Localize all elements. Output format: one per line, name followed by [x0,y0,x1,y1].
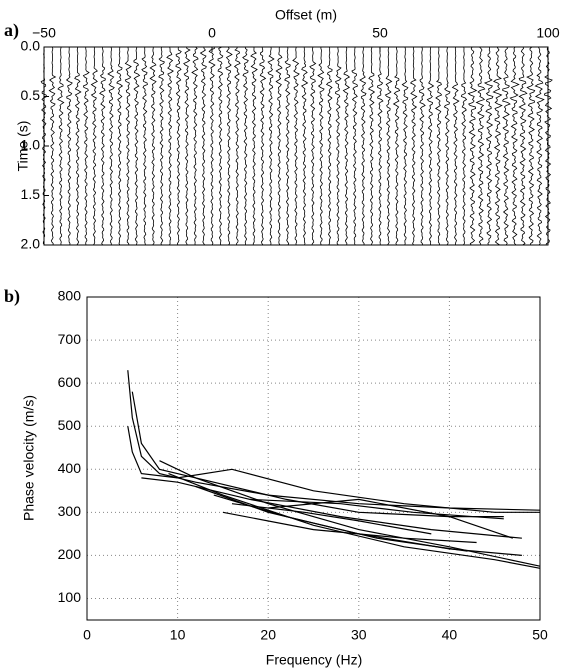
plot-frame [86,296,541,621]
trace [65,47,73,246]
x-tick-label: 100 [536,25,560,41]
trace [384,47,393,246]
trace [158,46,165,246]
y-tick-label: 0.0 [21,38,41,54]
trace [526,46,536,246]
trace [284,46,291,246]
trace [141,46,148,246]
x-axis-title: Offset (m) [275,7,337,23]
y-axis-title: Phase velocity (m/s) [21,395,37,521]
trace [367,46,376,246]
trace [133,46,141,246]
dispersion-curve [268,498,513,539]
dispersion-curve [127,370,541,511]
dispersion-curve [127,426,540,513]
trace [451,46,460,246]
x-tick-label: 50 [372,25,388,41]
y-tick-label: 500 [58,417,82,433]
trace [325,46,333,246]
trace [208,46,216,246]
trace [475,46,486,246]
trace [225,46,233,246]
trace [57,46,65,246]
x-axis-title: Frequency (Hz) [266,652,362,668]
y-tick-label: 1.5 [21,186,41,202]
trace [518,46,528,246]
dispersion-curve [250,498,504,520]
y-tick-label: 2.0 [21,236,41,252]
trace [267,46,275,246]
trace [409,46,418,246]
trace [166,46,174,246]
x-tick-label: −50 [32,25,56,41]
dispersion-curve [222,511,477,544]
trace [300,46,309,246]
trace [534,46,545,246]
dispersion-curve [141,477,522,539]
y-tick-label: 100 [58,589,82,605]
trace [335,47,342,246]
trace [392,46,401,246]
trace [217,46,224,246]
trace [377,46,384,246]
y-tick-label: 700 [58,331,82,347]
panel-label: b) [4,286,20,307]
trace [199,46,207,246]
trace [191,46,199,246]
trace [342,46,351,246]
trace [149,46,157,246]
x-tick-label: 20 [260,627,276,643]
trace [90,46,98,246]
dispersion-curve [131,391,504,518]
panel-label: a) [4,20,19,41]
trace [292,46,300,245]
y-axis-title: Time (s) [15,121,31,172]
trace [242,46,249,245]
x-tick-label: 0 [83,627,91,643]
y-tick-label: 0.5 [21,87,41,103]
y-tick-label: 200 [58,546,82,562]
trace [74,46,82,246]
trace [492,46,503,246]
y-tick-label: 800 [58,288,82,304]
trace [183,46,191,246]
trace [460,46,468,246]
trace [483,47,494,246]
trace [419,46,426,246]
trace [509,46,520,246]
trace [250,47,258,246]
trace [443,46,451,246]
trace [107,46,115,245]
trace [317,47,325,246]
trace [434,47,443,246]
trace [99,46,106,246]
trace [502,46,511,246]
x-tick-label: 50 [532,627,548,643]
trace [82,46,90,246]
y-tick-label: 300 [58,503,82,519]
trace [175,46,182,246]
trace [275,46,283,246]
trace [309,46,317,246]
trace [233,46,241,246]
x-tick-label: 30 [351,627,367,643]
trace [48,46,57,246]
trace [426,46,435,245]
trace [124,46,132,246]
x-tick-label: 40 [442,627,458,643]
trace [116,46,124,246]
y-tick-label: 1.0 [21,137,41,153]
trace [359,46,367,246]
trace [351,46,359,246]
trace [401,46,409,246]
trace [259,46,267,246]
y-tick-label: 600 [58,374,82,390]
dispersion-curve [168,473,541,569]
y-tick-label: 400 [58,460,82,476]
x-tick-label: 10 [170,627,186,643]
trace [467,46,478,246]
x-tick-label: 0 [208,25,216,41]
